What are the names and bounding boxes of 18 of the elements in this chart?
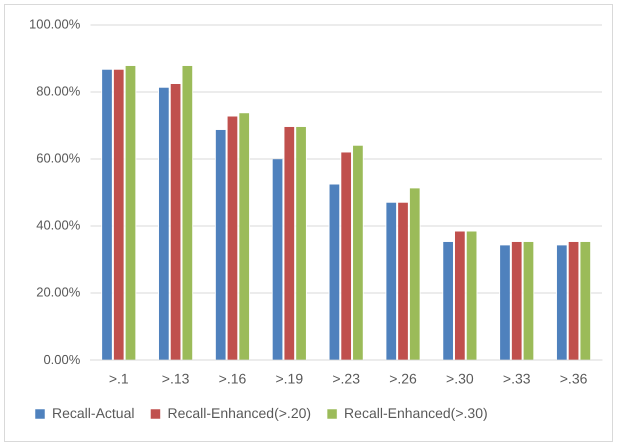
legend-label: Recall-Actual: [52, 404, 134, 421]
x-tick-label: >.33: [502, 370, 531, 386]
x-tick-label: >.36: [560, 370, 588, 386]
y-tick-label: 40.00%: [36, 218, 81, 233]
legend-label: Recall-Enhanced(>.30): [344, 404, 488, 421]
x-tick-label: >.16: [218, 370, 246, 386]
legend-label: Recall-Enhanced(>.20): [167, 404, 312, 421]
x-tick-label: >.30: [446, 370, 474, 386]
x-tick-label: >.1: [108, 370, 129, 386]
y-tick-label: 60.00%: [36, 150, 81, 166]
x-tick-label: >.26: [389, 370, 418, 386]
x-tick-label: >.23: [332, 370, 360, 386]
x-tick-label: >.19: [275, 370, 304, 386]
y-tick-label: 100.00%: [28, 16, 81, 32]
x-tick-label: >.13: [162, 370, 190, 386]
y-tick-label: 0.00%: [43, 352, 81, 367]
y-tick-label: 80.00%: [36, 84, 81, 99]
y-tick-label: 20.00%: [36, 284, 81, 300]
